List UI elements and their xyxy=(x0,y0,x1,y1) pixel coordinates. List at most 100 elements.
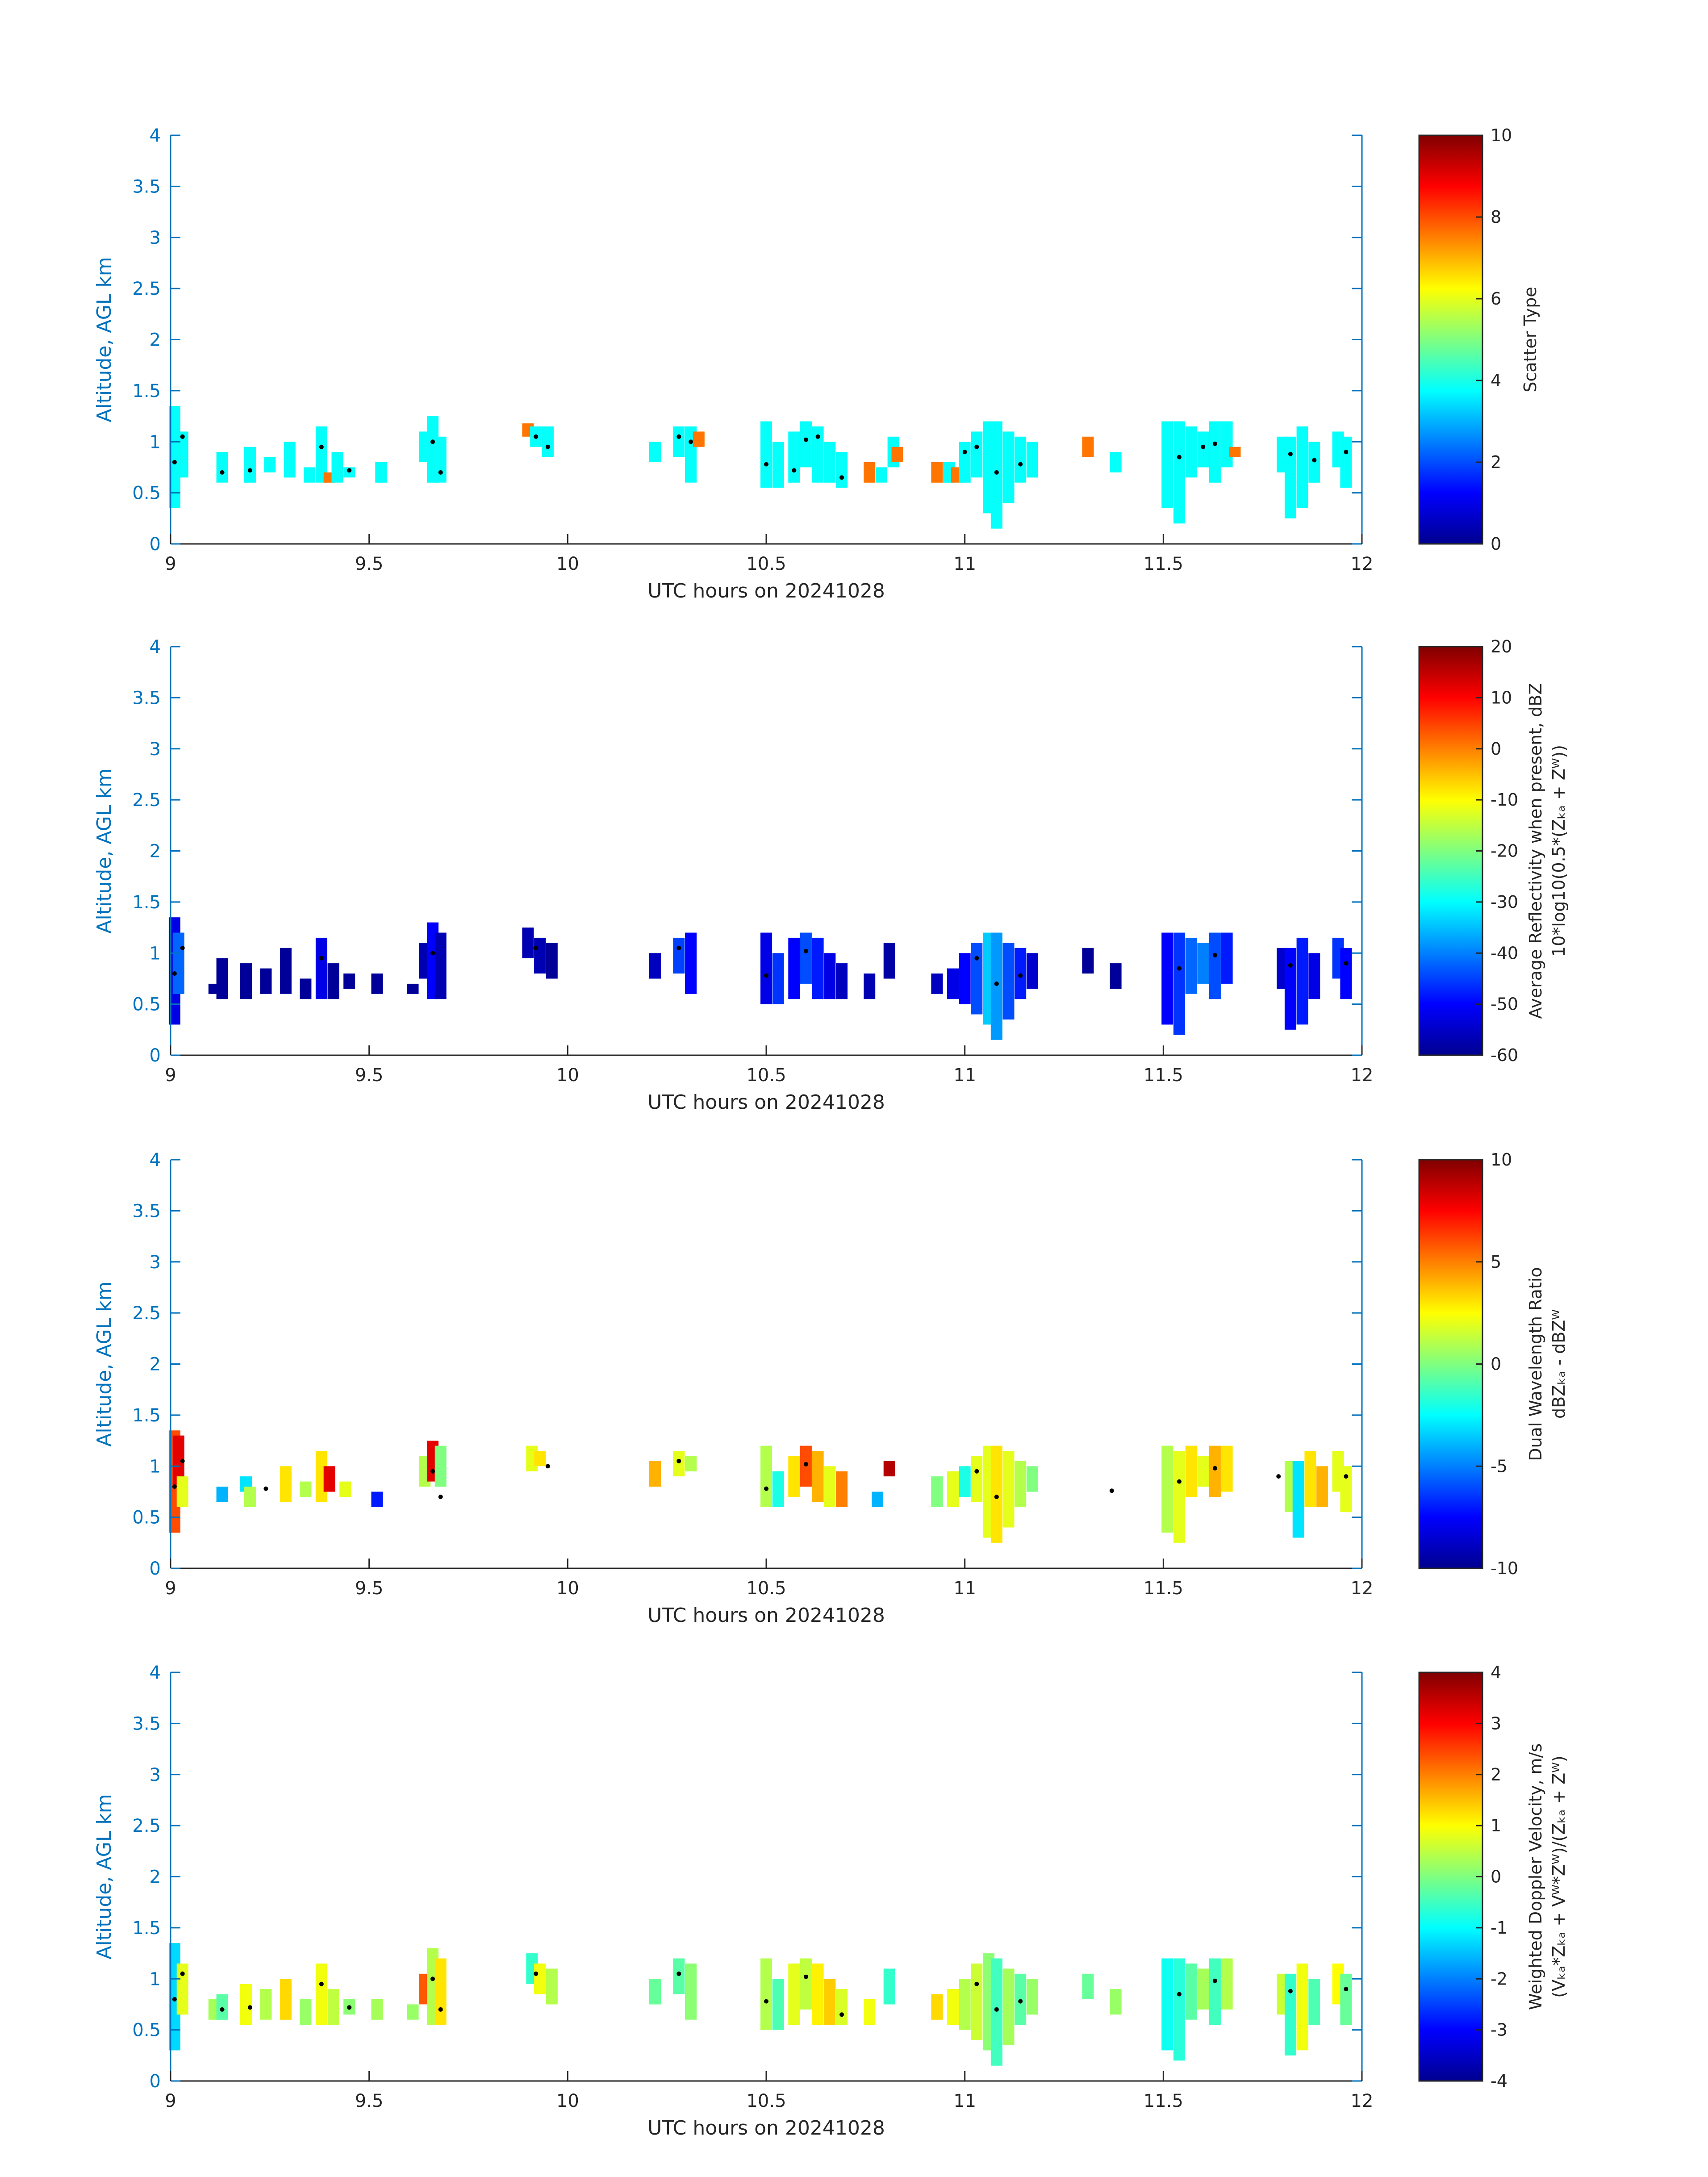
colorbar-label: 10*log10(0.5*(Zₖₐ + Zᵂ)) xyxy=(1549,745,1569,957)
data-cell xyxy=(1340,1973,1352,2025)
data-cell xyxy=(1002,431,1015,503)
data-cell xyxy=(772,953,784,1004)
data-point xyxy=(1344,1474,1349,1479)
y-tick-label: 3 xyxy=(150,1765,161,1785)
data-point xyxy=(994,981,999,986)
data-point xyxy=(974,444,979,449)
data-cell xyxy=(990,1958,1002,2066)
data-cell xyxy=(300,978,312,999)
data-point xyxy=(545,444,550,449)
y-tick-label: 2.5 xyxy=(132,790,161,811)
data-point xyxy=(994,470,999,475)
data-cell xyxy=(812,937,824,999)
data-cell xyxy=(1082,436,1094,457)
y-tick-label: 3.5 xyxy=(132,176,161,197)
data-cell xyxy=(331,452,343,483)
data-cell xyxy=(1185,1446,1197,1497)
data-cell xyxy=(343,974,355,989)
data-cell xyxy=(1110,452,1122,472)
data-cell xyxy=(434,932,447,999)
data-cell xyxy=(1296,1963,1308,2051)
data-cell xyxy=(1229,447,1241,457)
y-tick-label: 4 xyxy=(150,637,161,657)
data-cell xyxy=(407,983,419,994)
data-cell xyxy=(284,442,296,478)
colorbar-tick-label: 2 xyxy=(1491,1765,1501,1784)
x-tick-label: 11.5 xyxy=(1144,1578,1183,1599)
data-cell xyxy=(300,1999,312,2025)
data-point xyxy=(534,945,539,950)
x-tick-label: 11 xyxy=(953,554,976,574)
data-cell xyxy=(1185,426,1197,478)
data-cell xyxy=(244,447,256,483)
data-point xyxy=(220,2007,225,2012)
data-cell xyxy=(1197,943,1209,984)
data-cell xyxy=(1026,953,1038,989)
data-cell xyxy=(812,1963,824,2025)
x-tick-label: 12 xyxy=(1351,1578,1374,1599)
data-point xyxy=(430,1976,435,1981)
data-point xyxy=(689,439,693,444)
colorbar-gradient xyxy=(1418,1671,1483,2082)
data-point xyxy=(677,945,681,950)
x-tick-label: 11.5 xyxy=(1144,2091,1183,2111)
x-tick-label: 9 xyxy=(165,1065,176,1086)
colorbar-tick-label: 4 xyxy=(1491,371,1501,390)
data-point xyxy=(764,973,768,978)
x-axis-label: UTC hours on 20241028 xyxy=(647,1091,885,1114)
x-tick-label: 12 xyxy=(1351,1065,1374,1086)
data-point xyxy=(1177,455,1182,460)
y-tick-label: 3 xyxy=(150,1252,161,1273)
data-cell xyxy=(534,937,546,974)
data-point xyxy=(534,1971,539,1976)
data-cell xyxy=(1308,953,1320,999)
data-cell xyxy=(304,467,316,483)
data-cell xyxy=(1221,1446,1233,1492)
data-cell xyxy=(836,1989,848,2025)
data-point xyxy=(962,450,967,455)
y-tick-label: 4 xyxy=(150,125,161,146)
data-cell xyxy=(407,2004,419,2020)
data-point xyxy=(180,945,185,950)
x-tick-label: 9.5 xyxy=(355,554,384,574)
data-cell xyxy=(875,467,887,483)
x-tick-label: 9 xyxy=(165,554,176,574)
y-axis-label: Altitude, AGL km xyxy=(93,1281,116,1446)
colorbar-tick-label: -20 xyxy=(1491,841,1518,861)
data-point xyxy=(764,1486,768,1491)
data-cell xyxy=(172,932,184,994)
colorbar-tick-label: 20 xyxy=(1491,637,1512,656)
data-cell xyxy=(824,1979,836,2025)
data-cell xyxy=(1296,937,1308,1025)
data-cell xyxy=(371,1492,383,1507)
data-point xyxy=(764,462,768,467)
data-cell xyxy=(1002,1450,1015,1528)
y-tick-label: 1.5 xyxy=(132,1405,161,1426)
data-cell xyxy=(1284,1973,1296,2056)
y-tick-label: 0.5 xyxy=(132,994,161,1015)
data-cell xyxy=(176,1963,188,2015)
data-cell xyxy=(434,436,447,483)
data-cell xyxy=(990,932,1002,1040)
data-cell xyxy=(1197,1456,1209,1487)
data-cell xyxy=(836,963,848,999)
x-tick-label: 9.5 xyxy=(355,1065,384,1086)
data-cell xyxy=(947,968,959,999)
data-cell xyxy=(800,421,812,468)
data-cell xyxy=(1209,1958,1221,2025)
data-cell xyxy=(685,1456,697,1471)
data-point xyxy=(803,1462,808,1467)
data-cell xyxy=(339,1481,351,1497)
data-cell xyxy=(824,442,836,483)
y-tick-label: 3.5 xyxy=(132,1713,161,1734)
data-cell xyxy=(1026,442,1038,478)
data-cell xyxy=(673,937,685,974)
colorbar-tick-label: 2 xyxy=(1491,452,1501,472)
data-cell xyxy=(971,1456,983,1502)
colorbar-tick-label: 0 xyxy=(1491,1867,1501,1887)
data-point xyxy=(1177,1992,1182,1997)
data-point xyxy=(438,2007,443,2012)
data-point xyxy=(792,468,797,473)
data-cell xyxy=(240,1984,252,2025)
x-tick-label: 11.5 xyxy=(1144,554,1183,574)
